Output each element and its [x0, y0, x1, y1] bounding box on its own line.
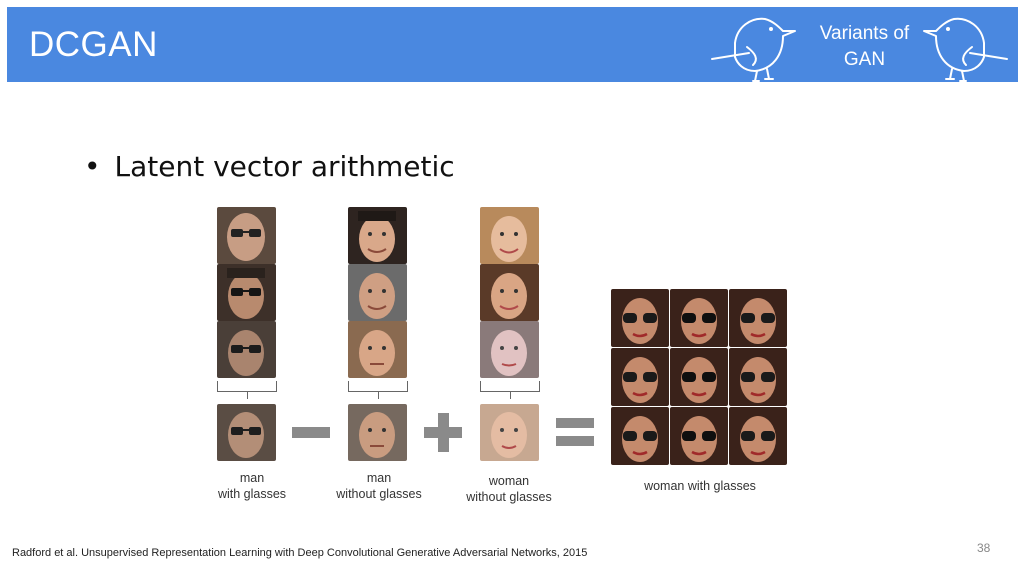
face-woman-1 [480, 207, 539, 264]
bird-right-icon [923, 17, 1008, 82]
face-man-glasses-avg [217, 404, 276, 461]
header-bar: DCGAN Variants of GAN [7, 7, 1018, 82]
variants-label: Variants of GAN [807, 21, 922, 73]
slide-title: DCGAN [29, 25, 158, 64]
bullet-dot: • [84, 150, 101, 183]
equals-operator-top [556, 418, 594, 428]
bird-left-icon [711, 17, 796, 82]
equals-operator-bottom [556, 436, 594, 446]
result-face-2 [670, 289, 728, 347]
face-man-glasses-2 [217, 264, 276, 321]
bracket-col3 [480, 381, 540, 399]
caption-col1: man with glasses [202, 470, 302, 502]
result-face-6 [729, 348, 787, 406]
bullet-text: Latent vector arithmetic [114, 150, 455, 183]
caption-result: woman with glasses [644, 479, 756, 493]
page-number: 38 [977, 541, 991, 555]
face-woman-3 [480, 321, 539, 378]
result-face-3 [729, 289, 787, 347]
face-man-glasses-1 [217, 207, 276, 264]
face-man-3 [348, 321, 407, 378]
result-face-9 [729, 407, 787, 465]
face-man-1 [348, 207, 407, 264]
bracket-col1 [217, 381, 277, 399]
caption-col1-line1: man [239, 471, 265, 485]
variants-line2: GAN [843, 49, 886, 70]
citation: Radford et al. Unsupervised Representati… [12, 547, 588, 559]
face-man-glasses-3 [217, 321, 276, 378]
caption-col2-line1: man [366, 471, 392, 485]
variants-line1: Variants of [819, 23, 910, 44]
caption-col3: woman without glasses [455, 473, 563, 505]
face-man-2 [348, 264, 407, 321]
bracket-col2 [348, 381, 408, 399]
face-woman-avg [480, 404, 539, 461]
result-face-8 [670, 407, 728, 465]
bullet-item: • Latent vector arithmetic [84, 150, 455, 183]
caption-col3-line1: woman [488, 474, 530, 488]
caption-col3-line2: without glasses [466, 490, 552, 504]
caption-col2-line2: without glasses [336, 487, 422, 501]
caption-col1-line2: with glasses [217, 487, 287, 501]
minus-operator-icon [292, 427, 330, 438]
face-woman-2 [480, 264, 539, 321]
result-face-7 [611, 407, 669, 465]
plus-operator-v [438, 413, 449, 452]
caption-col2: man without glasses [325, 470, 433, 502]
result-face-1 [611, 289, 669, 347]
face-man-avg [348, 404, 407, 461]
result-face-4 [611, 348, 669, 406]
result-face-5 [670, 348, 728, 406]
